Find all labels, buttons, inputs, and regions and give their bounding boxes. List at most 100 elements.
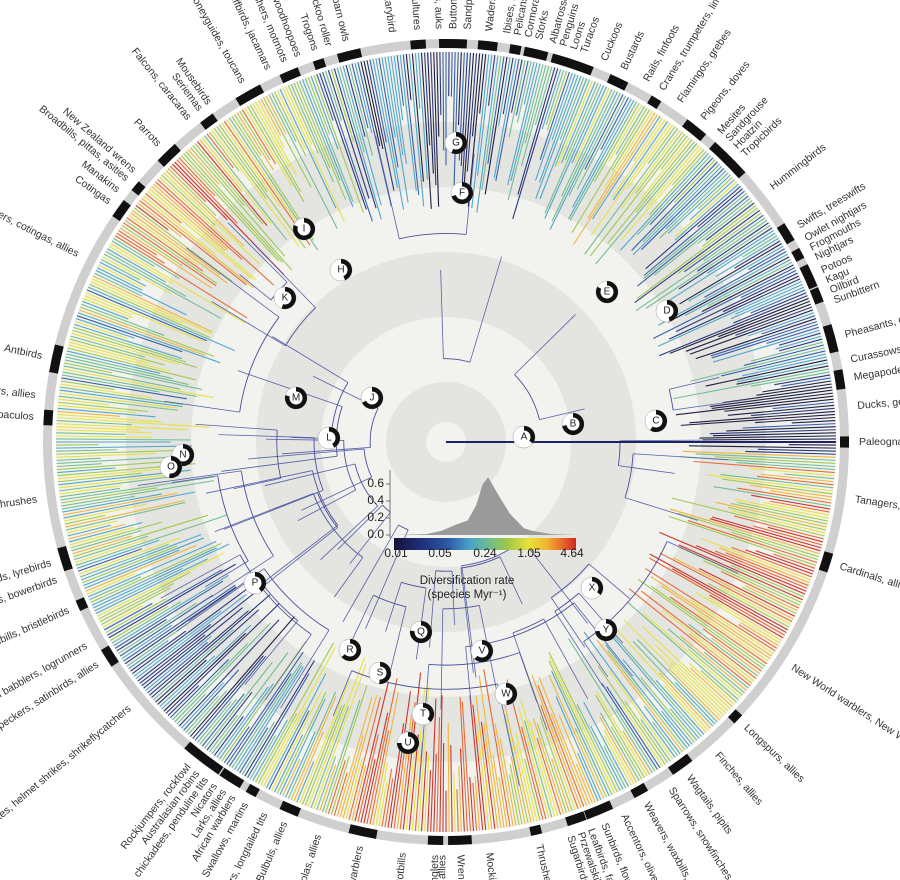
clade-label: Waxwings, allies (436, 855, 449, 880)
svg-text:W: W (501, 689, 511, 700)
svg-text:D: D (663, 306, 670, 317)
node-v: V (470, 639, 494, 663)
clade-label: Ducks, geese, other waterfowl (857, 388, 900, 412)
svg-text:L: L (326, 433, 332, 444)
node-k: K (273, 286, 297, 310)
clade-label: Buttonquails (447, 0, 460, 29)
legend-title-line1: Diversification rate (419, 575, 515, 587)
svg-text:F: F (459, 188, 465, 199)
node-o: O (159, 455, 183, 479)
svg-text:V: V (479, 646, 486, 657)
node-x: X (580, 576, 604, 600)
clade-label: New World vultures (405, 0, 423, 30)
node-l: L (317, 426, 341, 450)
node-c: C (644, 409, 668, 433)
clade-label: Cardinals, allies (838, 560, 900, 594)
node-b: B (561, 412, 585, 436)
diversification-legend: 0.6 0.4 0.2 0.0 0.01 0.05 0.24 1.05 4.64… (352, 470, 584, 602)
svg-text:Q: Q (417, 627, 425, 638)
tree-backbone (137, 136, 836, 786)
node-a: A (512, 425, 536, 449)
node-markers: A B C D E F G H I J K L M NO P Q R S T U V W X Y (159, 131, 679, 755)
svg-text:E: E (604, 287, 611, 298)
ytick: 0.0 (367, 527, 384, 541)
xtick: 4.64 (560, 546, 584, 560)
svg-text:H: H (337, 265, 344, 276)
node-h: H (329, 258, 353, 282)
node-i: I (292, 217, 316, 241)
node-p: P (243, 571, 267, 595)
node-r: R (338, 638, 362, 662)
ytick: 0.6 (367, 476, 384, 490)
clade-label: Mockingbirds, thrashers, philippine cree… (483, 852, 516, 880)
rate-density-plot (386, 470, 576, 550)
clade-label: Overbirds, woodcreepers, antthrushes (0, 494, 38, 531)
clade-label: Woodpeckers, honeyguides, toucans (153, 0, 248, 85)
clade-label: Sandpipers, jacanas, seedsnipes (462, 0, 482, 30)
xtick: 0.05 (428, 546, 452, 560)
svg-text:S: S (377, 668, 384, 679)
node-f: F (450, 181, 474, 205)
clade-label: Bustards (618, 29, 647, 72)
clade-label: Paleognaths (859, 436, 900, 448)
clade-label: Finches, allies (712, 750, 765, 808)
xtick: 0.01 (384, 546, 408, 560)
svg-text:J: J (370, 393, 375, 404)
legend-title-line2: (species Myr⁻¹) (427, 589, 507, 601)
svg-text:B: B (570, 419, 577, 430)
clade-label: New World warblers, New Worlds blackbird… (789, 662, 900, 809)
svg-text:O: O (167, 462, 175, 473)
clade-label: Thrushes, dippers, chats (533, 843, 571, 880)
density-area (394, 477, 576, 535)
node-d: D (655, 299, 679, 323)
legend-title: Diversification rate (species Myr⁻¹) (352, 574, 582, 602)
svg-text:K: K (282, 293, 289, 304)
clade-label: Wrens, gnatcatchers, nuthatches (454, 855, 471, 880)
clade-label: Broadbills, pittas, asities (37, 103, 132, 184)
node-q: Q (409, 620, 433, 644)
node-t: T (411, 702, 435, 726)
clade-ring (43, 39, 849, 845)
ytick: 0.4 (367, 493, 384, 507)
clade-label: Goldcrests, kinglets (427, 855, 441, 880)
clade-label: Tyrant flycatchers, cotingas, allies (0, 178, 81, 260)
svg-text:G: G (452, 138, 460, 149)
node-j: J (360, 386, 384, 410)
xtick: 0.24 (473, 546, 497, 560)
node-m: M (284, 386, 308, 410)
node-u: U (396, 731, 420, 755)
clade-label: Cisticolas, allies (290, 833, 324, 880)
clade-label: Cuckoos (599, 20, 626, 62)
clade-label: Hummingbirds (768, 141, 829, 192)
node-s: S (368, 661, 392, 685)
svg-text:T: T (420, 709, 426, 720)
node-w: W (494, 682, 518, 706)
clade-label: Old World warblers (336, 845, 366, 880)
svg-text:U: U (404, 738, 411, 749)
clade-label: Cuckoo shrikes, helmet shrikes, shrikefl… (0, 703, 133, 860)
svg-text:X: X (589, 583, 596, 594)
node-e: E (595, 280, 619, 304)
clade-label: Longspurs, allies (741, 722, 806, 785)
svg-text:A: A (521, 432, 528, 443)
clade-label: Hawks, eagles, secretarybird (369, 0, 399, 33)
svg-text:C: C (652, 416, 659, 427)
clade-label: Waders, allies (483, 0, 502, 32)
node-g: G (444, 131, 468, 155)
svg-text:R: R (346, 645, 353, 656)
clade-label: Tanagers, flowerpiercers, conebills (854, 494, 900, 528)
clade-label: Pheasants, quail, guineafowl (843, 295, 900, 341)
clade-label: Antbirds (3, 342, 43, 362)
clade-label: Antpittas, tapaculos (0, 405, 34, 423)
svg-text:N: N (179, 450, 186, 461)
clade-label: Megapodes (853, 363, 900, 383)
clade-label: Gnateaters, allies (0, 380, 36, 401)
svg-text:I: I (303, 224, 306, 235)
node-y: Y (594, 618, 618, 642)
svg-text:Y: Y (603, 625, 610, 636)
clade-label: Parrots (131, 116, 163, 149)
clade-label: Whiteyes, babblers, parrotbills (382, 852, 409, 880)
clade-label: Gulls, terns, auks (431, 0, 444, 29)
colorbar (394, 538, 576, 550)
